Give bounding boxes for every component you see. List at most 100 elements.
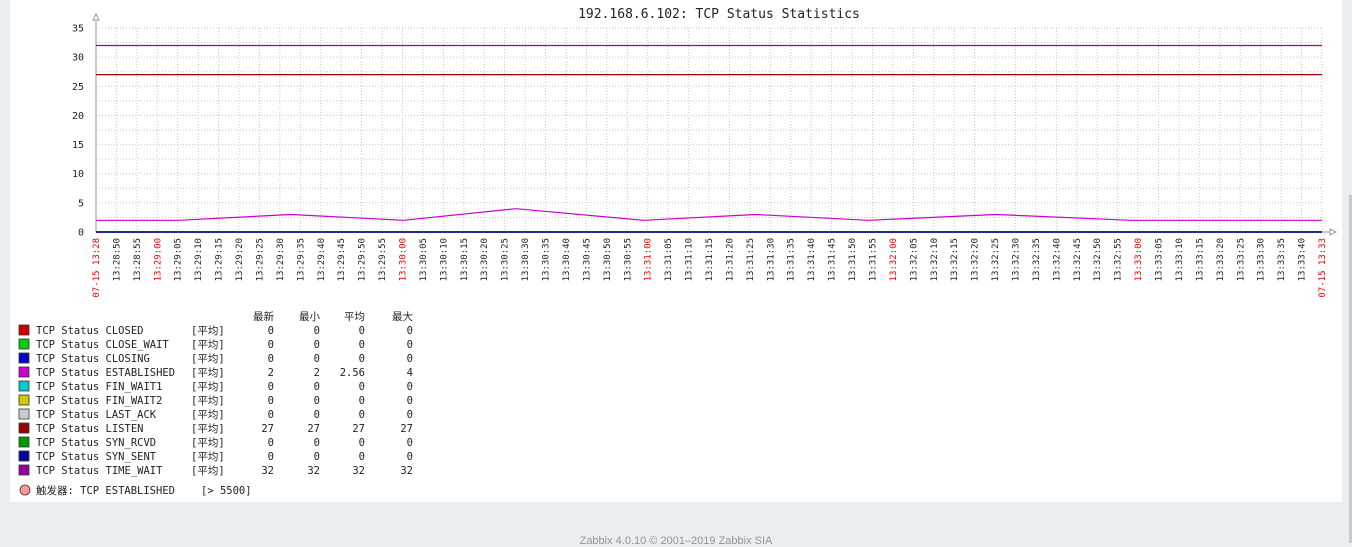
x-tick-label: 13:31:40	[807, 238, 817, 281]
tcp-status-chart[interactable]: 192.168.6.102: TCP Status Statistics 0 5 10…	[10, 0, 1342, 502]
legend-swatch	[18, 380, 30, 392]
legend-name: TCP Status CLOSE_WAIT	[36, 339, 169, 351]
legend-header: 最大	[392, 310, 413, 323]
legend-value: 0	[407, 409, 413, 421]
legend-value: 0	[359, 381, 365, 393]
x-tick-label: 13:29:20	[235, 238, 245, 281]
x-tick-label: 13:33:35	[1277, 238, 1287, 281]
x-tick-label: 13:33:10	[1175, 238, 1185, 281]
legend-value: 0	[268, 353, 274, 365]
x-tick-label: 13:31:15	[705, 238, 715, 281]
legend-value: 0	[268, 395, 274, 407]
y-tick-label: 25	[72, 82, 84, 93]
legend-name: TCP Status CLOSED	[36, 325, 143, 337]
legend-value: 0	[407, 437, 413, 449]
legend-value: 2	[314, 367, 320, 379]
legend-func: [平均]	[191, 367, 225, 379]
x-tick-label: 13:32:45	[1073, 238, 1083, 281]
x-tick-label: 13:29:35	[296, 238, 306, 281]
x-tick-label: 13:30:45	[582, 238, 592, 281]
legend-value: 0	[268, 409, 274, 421]
x-tick-label: 13:31:00	[644, 238, 654, 281]
legend-func: [平均]	[191, 381, 225, 393]
legend-value: 0	[359, 451, 365, 463]
x-tick-label: 13:30:25	[501, 238, 511, 281]
legend-value: 2.56	[340, 367, 365, 379]
x-tick-label: 13:32:15	[950, 238, 960, 281]
legend-value: 32	[261, 465, 274, 477]
legend-name: TCP Status LAST_ACK	[36, 409, 157, 421]
legend-name: TCP Status FIN_WAIT1	[36, 381, 162, 393]
legend-swatch	[18, 436, 30, 448]
x-tick-label: 13:30:55	[623, 238, 633, 281]
trigger-marker	[19, 484, 31, 496]
legend-value: 27	[307, 423, 320, 435]
page-scrollbar[interactable]	[1349, 195, 1352, 543]
x-tick-label: 13:32:35	[1032, 238, 1042, 281]
legend-value: 0	[407, 451, 413, 463]
x-axis-arrow	[1329, 228, 1338, 236]
x-tick-label: 13:32:10	[930, 238, 940, 281]
x-tick-label: 13:29:10	[194, 238, 204, 281]
x-tick-label: 13:28:55	[133, 238, 143, 281]
y-tick-label: 20	[72, 111, 84, 122]
legend-name: TCP Status TIME_WAIT	[36, 465, 163, 477]
graph-panel: 192.168.6.102: TCP Status Statistics 0 5 10…	[10, 0, 1342, 502]
legend-value: 2	[268, 367, 274, 379]
x-tick-label: 13:31:30	[766, 238, 776, 281]
legend-value: 4	[407, 367, 413, 379]
footer-copyright: Zabbix 4.0.10 © 2001–2019 Zabbix SIA	[579, 535, 773, 547]
legend-value: 0	[314, 437, 320, 449]
y-tick-label: 5	[78, 198, 84, 209]
x-tick-label: 13:30:50	[603, 238, 613, 281]
legend-name: TCP Status ESTABLISHED	[36, 367, 175, 379]
x-start-label: 07-15 13:28	[92, 238, 102, 298]
x-tick-label: 13:32:00	[889, 238, 899, 281]
legend-header: 最小	[299, 311, 320, 323]
legend-value: 27	[352, 423, 365, 435]
legend-name: TCP Status SYN_RCVD	[36, 437, 156, 449]
legend-value: 32	[352, 465, 365, 477]
legend-func: [平均]	[191, 451, 225, 463]
legend-name: TCP Status CLOSING	[36, 353, 150, 365]
legend-header: 最新	[253, 310, 274, 323]
x-tick-label: 13:29:00	[153, 238, 163, 281]
legend-value: 0	[314, 339, 320, 351]
legend-value: 0	[314, 409, 320, 421]
x-tick-label: 13:33:15	[1195, 238, 1205, 281]
x-tick-label: 13:29:40	[317, 238, 327, 281]
legend-value: 0	[268, 339, 274, 351]
x-tick-label: 13:31:45	[828, 238, 838, 281]
legend-value: 0	[314, 451, 320, 463]
legend-swatch	[18, 394, 30, 406]
x-tick-label: 13:29:15	[215, 238, 225, 281]
legend-swatch	[18, 352, 30, 364]
legend-value: 27	[261, 423, 274, 435]
x-tick-label: 13:30:00	[399, 238, 409, 281]
legend-value: 0	[359, 353, 365, 365]
x-tick-label: 13:30:35	[542, 238, 552, 281]
legend-value: 0	[314, 325, 320, 337]
x-tick-label: 13:30:20	[480, 238, 490, 281]
legend-value: 0	[407, 325, 413, 337]
y-tick-label: 30	[72, 53, 84, 64]
x-tick-label: 13:33:40	[1298, 238, 1308, 281]
legend-value: 0	[314, 395, 320, 407]
legend-swatch	[18, 422, 30, 434]
legend-func: [平均]	[191, 325, 225, 337]
x-tick-label: 13:29:25	[255, 238, 265, 281]
legend-value: 0	[268, 381, 274, 393]
x-tick-label: 13:29:50	[358, 238, 368, 281]
y-tick-label: 35	[72, 24, 84, 35]
y-tick-label: 0	[78, 228, 84, 239]
legend-value: 0	[359, 325, 365, 337]
x-tick-label: 13:29:55	[378, 238, 388, 281]
legend-swatch	[18, 366, 30, 378]
legend-value: 0	[314, 353, 320, 365]
x-tick-label: 13:31:05	[664, 238, 674, 281]
x-tick-label: 13:31:20	[725, 238, 735, 281]
legend-value: 0	[407, 339, 413, 351]
x-tick-label: 13:29:45	[337, 238, 347, 281]
legend-func: [平均]	[191, 437, 225, 449]
legend-func: [平均]	[191, 353, 225, 365]
